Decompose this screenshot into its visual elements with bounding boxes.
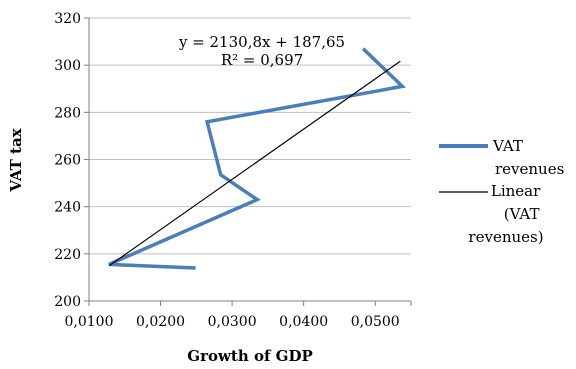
y-tick-label: 200 bbox=[54, 294, 81, 310]
y-tick-label: 280 bbox=[54, 105, 81, 121]
trendline-linear bbox=[108, 60, 401, 267]
gridlines bbox=[89, 17, 411, 255]
x-axis-ticks: 0,0100 0,0200 0,0300 0,0400 0,0500 bbox=[65, 314, 400, 330]
y-tick-label: 260 bbox=[54, 153, 81, 169]
x-tick-label: 0,0100 bbox=[65, 314, 114, 330]
y-tick-label: 220 bbox=[54, 247, 81, 263]
y-tick-label: 240 bbox=[54, 200, 81, 216]
y-axis-title: VAT tax bbox=[7, 127, 25, 192]
series-layer bbox=[108, 47, 407, 270]
trendline-equation: y = 2130,8x + 187,65 bbox=[178, 33, 345, 51]
y-tick-label: 320 bbox=[54, 11, 81, 27]
legend-label-linear: Linear (VAT revenues) bbox=[468, 182, 545, 246]
x-tick-label: 0,0300 bbox=[208, 314, 257, 330]
x-axis-title: Growth of GDP bbox=[187, 347, 312, 365]
legend-label-vat-revenues: VAT revenues bbox=[492, 137, 564, 178]
y-tick-label: 300 bbox=[54, 58, 81, 74]
legend: VAT revenues Linear (VAT revenues) bbox=[439, 137, 564, 246]
axes bbox=[84, 17, 412, 306]
trendline-r-squared: R² = 0,697 bbox=[221, 51, 303, 69]
x-tick-label: 0,0500 bbox=[351, 314, 400, 330]
x-tick-label: 0,0400 bbox=[279, 314, 328, 330]
y-axis-ticks: 200 220 240 260 280 300 320 bbox=[54, 11, 81, 310]
x-tick-label: 0,0200 bbox=[136, 314, 185, 330]
